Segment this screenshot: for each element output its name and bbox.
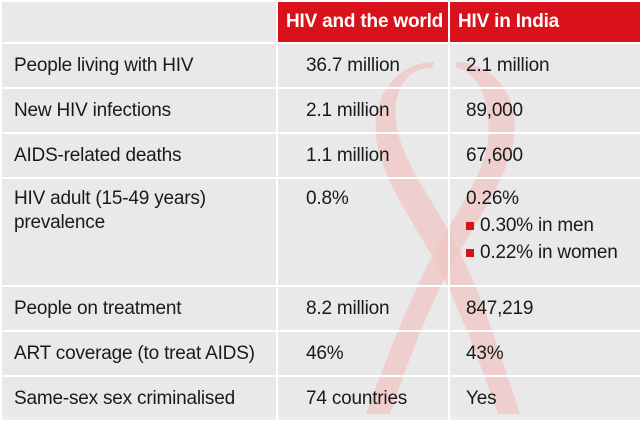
bullet-square-icon (466, 249, 474, 257)
table-row: HIV adult (15-49 years) prevalence 0.8% … (0, 177, 640, 287)
india-men-value: 0.30% in men (480, 215, 594, 236)
india-value: 43% (448, 330, 640, 377)
row-label: Same-sex sex criminalised (0, 375, 278, 422)
india-value-cell: 0.26% 0.30% in men 0.22% in women (448, 177, 640, 287)
india-value: 2.1 million (448, 42, 640, 89)
row-label-line2: prevalence (14, 212, 105, 233)
world-value: 46% (276, 330, 450, 377)
india-women-value: 0.22% in women (480, 242, 618, 263)
world-value: 36.7 million (276, 42, 450, 89)
row-label-line1: HIV adult (15-49 years) (14, 188, 206, 209)
row-label: HIV adult (15-49 years) prevalence (0, 177, 278, 287)
row-label: New HIV infections (0, 87, 278, 134)
table-row: New HIV infections 2.1 million 89,000 (0, 87, 640, 134)
world-value: 0.8% (276, 177, 450, 287)
india-value: 89,000 (448, 87, 640, 134)
india-value: Yes (448, 375, 640, 422)
bullet-square-icon (466, 222, 474, 230)
world-value: 2.1 million (276, 87, 450, 134)
world-value: 8.2 million (276, 285, 450, 332)
header-empty-cell (0, 0, 278, 44)
row-label: ART coverage (to treat AIDS) (0, 330, 278, 377)
india-value: 0.26% (466, 188, 519, 209)
table-row: AIDS-related deaths 1.1 million 67,600 (0, 132, 640, 179)
table-row: People on treatment 8.2 million 847,219 (0, 285, 640, 332)
table-row: People living with HIV 36.7 million 2.1 … (0, 42, 640, 89)
row-label: People living with HIV (0, 42, 278, 89)
table-row: Same-sex sex criminalised 74 countries Y… (0, 375, 640, 422)
world-value: 74 countries (276, 375, 450, 422)
world-value: 1.1 million (276, 132, 450, 179)
row-label: AIDS-related deaths (0, 132, 278, 179)
india-women-item: 0.22% in women (466, 241, 640, 265)
table-row: ART coverage (to treat AIDS) 46% 43% (0, 330, 640, 377)
header-india: HIV in India (448, 0, 640, 44)
row-label: People on treatment (0, 285, 278, 332)
india-men-item: 0.30% in men (466, 214, 640, 238)
header-world: HIV and the world (276, 0, 450, 44)
india-value: 67,600 (448, 132, 640, 179)
india-value: 847,219 (448, 285, 640, 332)
